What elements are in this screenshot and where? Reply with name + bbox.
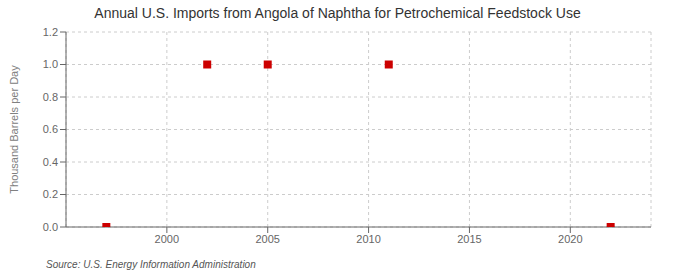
svg-text:0.6: 0.6 — [43, 123, 58, 135]
svg-text:0.8: 0.8 — [43, 91, 58, 103]
svg-text:2020: 2020 — [558, 233, 582, 245]
svg-text:0.0: 0.0 — [43, 221, 58, 233]
svg-text:2000: 2000 — [155, 233, 179, 245]
svg-text:2010: 2010 — [356, 233, 380, 245]
svg-text:0.4: 0.4 — [43, 156, 58, 168]
svg-text:1.0: 1.0 — [43, 58, 58, 70]
svg-text:0.2: 0.2 — [43, 188, 58, 200]
html-text:Source: U.S. Energy Informatio: Source: U.S. Energy Information Administ… — [46, 259, 256, 270]
svg-text:1.2: 1.2 — [43, 26, 58, 38]
svg-text:Thousand Barrels per Day: Thousand Barrels per Day — [8, 65, 20, 194]
svg-text:2015: 2015 — [457, 233, 481, 245]
html-text:Annual U.S. Imports from Angol: Annual U.S. Imports from Angola of Napht… — [94, 5, 581, 21]
svg-text:2005: 2005 — [255, 233, 279, 245]
